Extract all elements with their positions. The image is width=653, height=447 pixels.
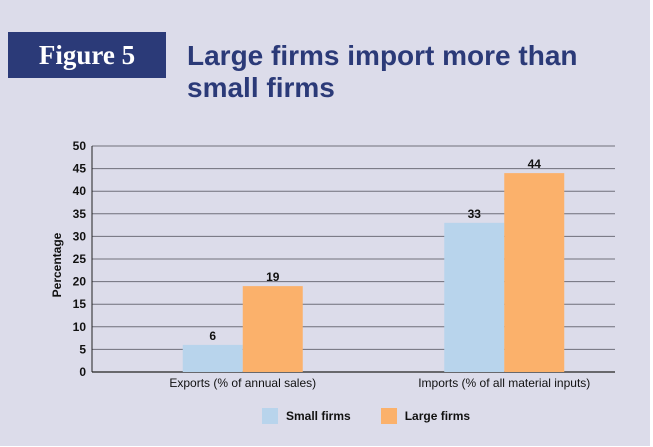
- data-label: 6: [209, 329, 216, 343]
- y-tick-label: 50: [73, 139, 87, 153]
- bar-large: [242, 286, 303, 372]
- legend: Small firms Large firms: [262, 408, 470, 424]
- bars: [182, 173, 565, 372]
- legend-label-large: Large firms: [404, 409, 471, 423]
- bar-chart: 0 5 10 15 20 25 30 35 40 45 50 6 19 Exports (% of ann…: [50, 139, 615, 390]
- data-label: 44: [528, 157, 542, 171]
- y-tick-label: 40: [73, 184, 87, 198]
- figure-title: Large firms import more than small firms: [187, 40, 578, 103]
- legend-label-small: Small firms: [286, 409, 351, 423]
- x-category-label: Imports (% of all material inputs): [418, 376, 590, 390]
- y-tick-label: 0: [79, 365, 86, 379]
- legend-swatch-large: [380, 408, 397, 424]
- y-tick-label: 45: [73, 162, 87, 176]
- y-tick-label: 35: [73, 207, 87, 221]
- figure-number-badge: Figure 5: [8, 32, 166, 78]
- legend-swatch-small: [262, 408, 278, 424]
- y-tick-label: 5: [79, 342, 86, 356]
- y-axis-title: Percentage: [50, 232, 64, 297]
- bar-small: [182, 344, 243, 372]
- labels: 0 5 10 15 20 25 30 35 40 45 50 6 19 Exports (% of ann…: [73, 139, 591, 390]
- bar-small: [444, 222, 505, 372]
- x-category-label: Exports (% of annual sales): [169, 376, 316, 390]
- y-tick-label: 25: [73, 252, 87, 266]
- legend-item-small: Small firms: [262, 408, 351, 424]
- y-tick-label: 10: [73, 320, 87, 334]
- y-tick-label: 15: [73, 297, 87, 311]
- bar-large: [504, 173, 565, 372]
- y-tick-label: 30: [73, 229, 87, 243]
- legend-item-large: Large firms: [380, 408, 471, 424]
- y-tick-label: 20: [73, 275, 87, 289]
- data-label: 19: [266, 270, 280, 284]
- data-label: 33: [468, 207, 482, 221]
